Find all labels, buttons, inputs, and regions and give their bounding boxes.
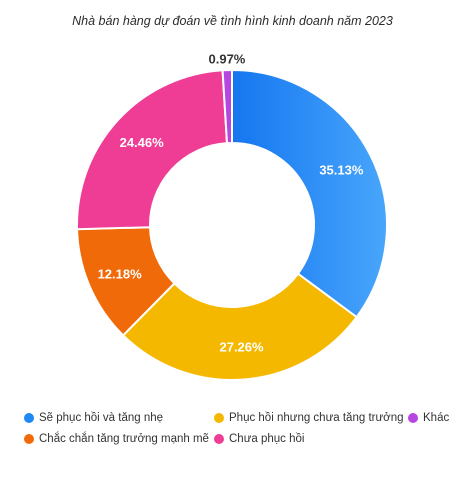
legend-item-khac: Khác bbox=[408, 412, 449, 424]
slice-label-chac-chan-tang: 12.18% bbox=[98, 266, 143, 281]
legend-label: Chắc chắn tăng trưởng mạnh mẽ bbox=[39, 432, 209, 445]
legend-item-se-phuc-hoi: Sẽ phục hồi và tăng nhẹ bbox=[24, 412, 214, 424]
slice-phuc-hoi-chua-tang bbox=[121, 272, 359, 381]
legend-swatch bbox=[24, 433, 34, 444]
slice-label-khac: 0.97% bbox=[209, 52, 246, 67]
slice-label-phuc-hoi-chua-tang: 27.26% bbox=[219, 340, 264, 355]
slice-chua-phuc-hoi bbox=[76, 69, 229, 231]
legend-item-chua-phuc-hoi: Chưa phục hồi bbox=[214, 433, 408, 445]
legend-swatch bbox=[408, 412, 418, 423]
legend-swatch bbox=[214, 433, 224, 444]
chart-legend: Sẽ phục hồi và tăng nhẹ Phục hồi nhưng c… bbox=[24, 407, 454, 449]
legend-label: Phục hồi nhưng chưa tăng trưởng bbox=[229, 411, 404, 424]
slice-se-phuc-hoi bbox=[231, 68, 388, 319]
legend-row-2: Chắc chắn tăng trưởng mạnh mẽ Chưa phục … bbox=[24, 428, 454, 449]
legend-row-1: Sẽ phục hồi và tăng nhẹ Phục hồi nhưng c… bbox=[24, 407, 454, 428]
donut-slices bbox=[76, 68, 388, 381]
legend-swatch bbox=[24, 412, 34, 423]
slice-khac bbox=[221, 68, 233, 145]
legend-label: Khác bbox=[423, 411, 450, 424]
legend-label: Sẽ phục hồi và tăng nhẹ bbox=[39, 411, 164, 424]
slice-label-chua-phuc-hoi: 24.46% bbox=[120, 135, 165, 150]
slice-labels: 35.13% 27.26% 12.18% 24.46% 0.97% bbox=[98, 52, 364, 355]
legend-item-phuc-hoi-chua-tang: Phục hồi nhưng chưa tăng trưởng bbox=[214, 412, 408, 424]
legend-swatch bbox=[214, 412, 224, 423]
chart-title: Nhà bán hàng dự đoán về tình hình kinh d… bbox=[72, 14, 393, 28]
slice-label-se-phuc-hoi: 35.13% bbox=[319, 162, 364, 177]
legend-item-chac-chan-tang: Chắc chắn tăng trưởng mạnh mẽ bbox=[24, 433, 214, 445]
legend-label: Chưa phục hồi bbox=[229, 432, 305, 445]
